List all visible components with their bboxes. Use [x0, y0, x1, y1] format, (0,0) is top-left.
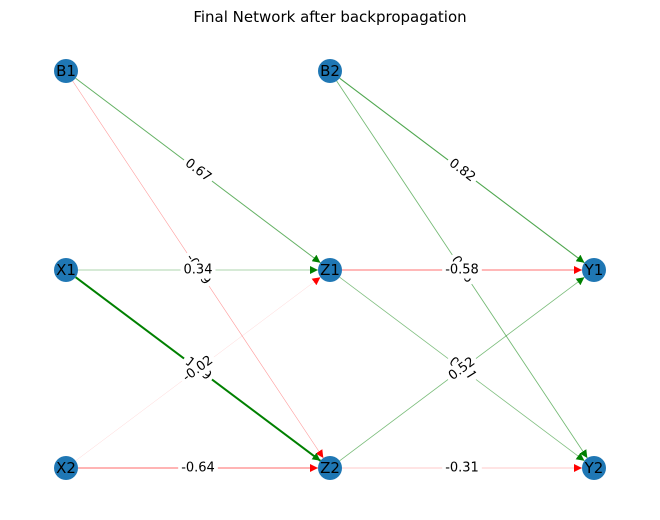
node-label: Z1 — [320, 261, 340, 279]
edge-label-background — [178, 459, 218, 477]
node-circle — [582, 258, 606, 282]
node-y1: Y1 — [582, 258, 606, 282]
node-circle — [318, 258, 342, 282]
node-circle — [318, 456, 342, 480]
node-label: B2 — [320, 62, 340, 80]
node-y2: Y2 — [582, 456, 606, 480]
edge-label-b1-z1: 0.67 — [178, 153, 218, 188]
node-circle — [54, 59, 78, 83]
edge-label-z2-y2: -0.31 — [442, 459, 482, 477]
node-circle — [318, 59, 342, 83]
edge-label-background — [442, 351, 482, 387]
edge-label-x2-z2: -0.64 — [178, 459, 218, 477]
node-z2: Z2 — [318, 456, 342, 480]
node-circle — [54, 258, 78, 282]
node-circle — [54, 456, 78, 480]
edge-weight-label: -0.58 — [445, 263, 479, 278]
node-label: Y1 — [584, 261, 604, 279]
node-label: X2 — [56, 459, 76, 477]
node-x1: X1 — [54, 258, 78, 282]
edge-weight-label: -0.31 — [445, 461, 479, 476]
edge-weight-label: -0.64 — [181, 461, 215, 476]
node-circle — [582, 456, 606, 480]
edge-label-x1-z1: 0.34 — [180, 261, 216, 279]
node-label: B1 — [56, 62, 76, 80]
edge-label-background — [178, 153, 218, 188]
edge-label-background — [180, 261, 216, 279]
node-label: Y2 — [584, 459, 604, 477]
edge-label-background — [442, 261, 482, 279]
diagram-title: Final Network after backpropagation — [193, 8, 466, 26]
edge-weight-label: 0.34 — [184, 263, 213, 278]
nodes-layer: B1 X1 X2 B2 Z1 Z2 Y1 Y2 — [54, 59, 606, 480]
node-b2: B2 — [318, 59, 342, 83]
node-b1: B1 — [54, 59, 78, 83]
node-x2: X2 — [54, 456, 78, 480]
edge-label-background — [442, 153, 482, 188]
edge-label-background — [177, 350, 219, 388]
edge-label-z2-y1: 0.52 — [442, 351, 482, 387]
edge-labels-layer: 0.67-0.290.341.69-0.02-0.640.820.56-0.58… — [177, 153, 482, 477]
edge-label-z1-y1: -0.58 — [442, 261, 482, 279]
node-label: Z2 — [320, 459, 340, 477]
edge-label-background — [442, 459, 482, 477]
edge-label-b2-y1: 0.82 — [442, 153, 482, 188]
edge-label-x2-z1: -0.02 — [177, 350, 219, 388]
node-z1: Z1 — [318, 258, 342, 282]
node-label: X1 — [56, 261, 76, 279]
